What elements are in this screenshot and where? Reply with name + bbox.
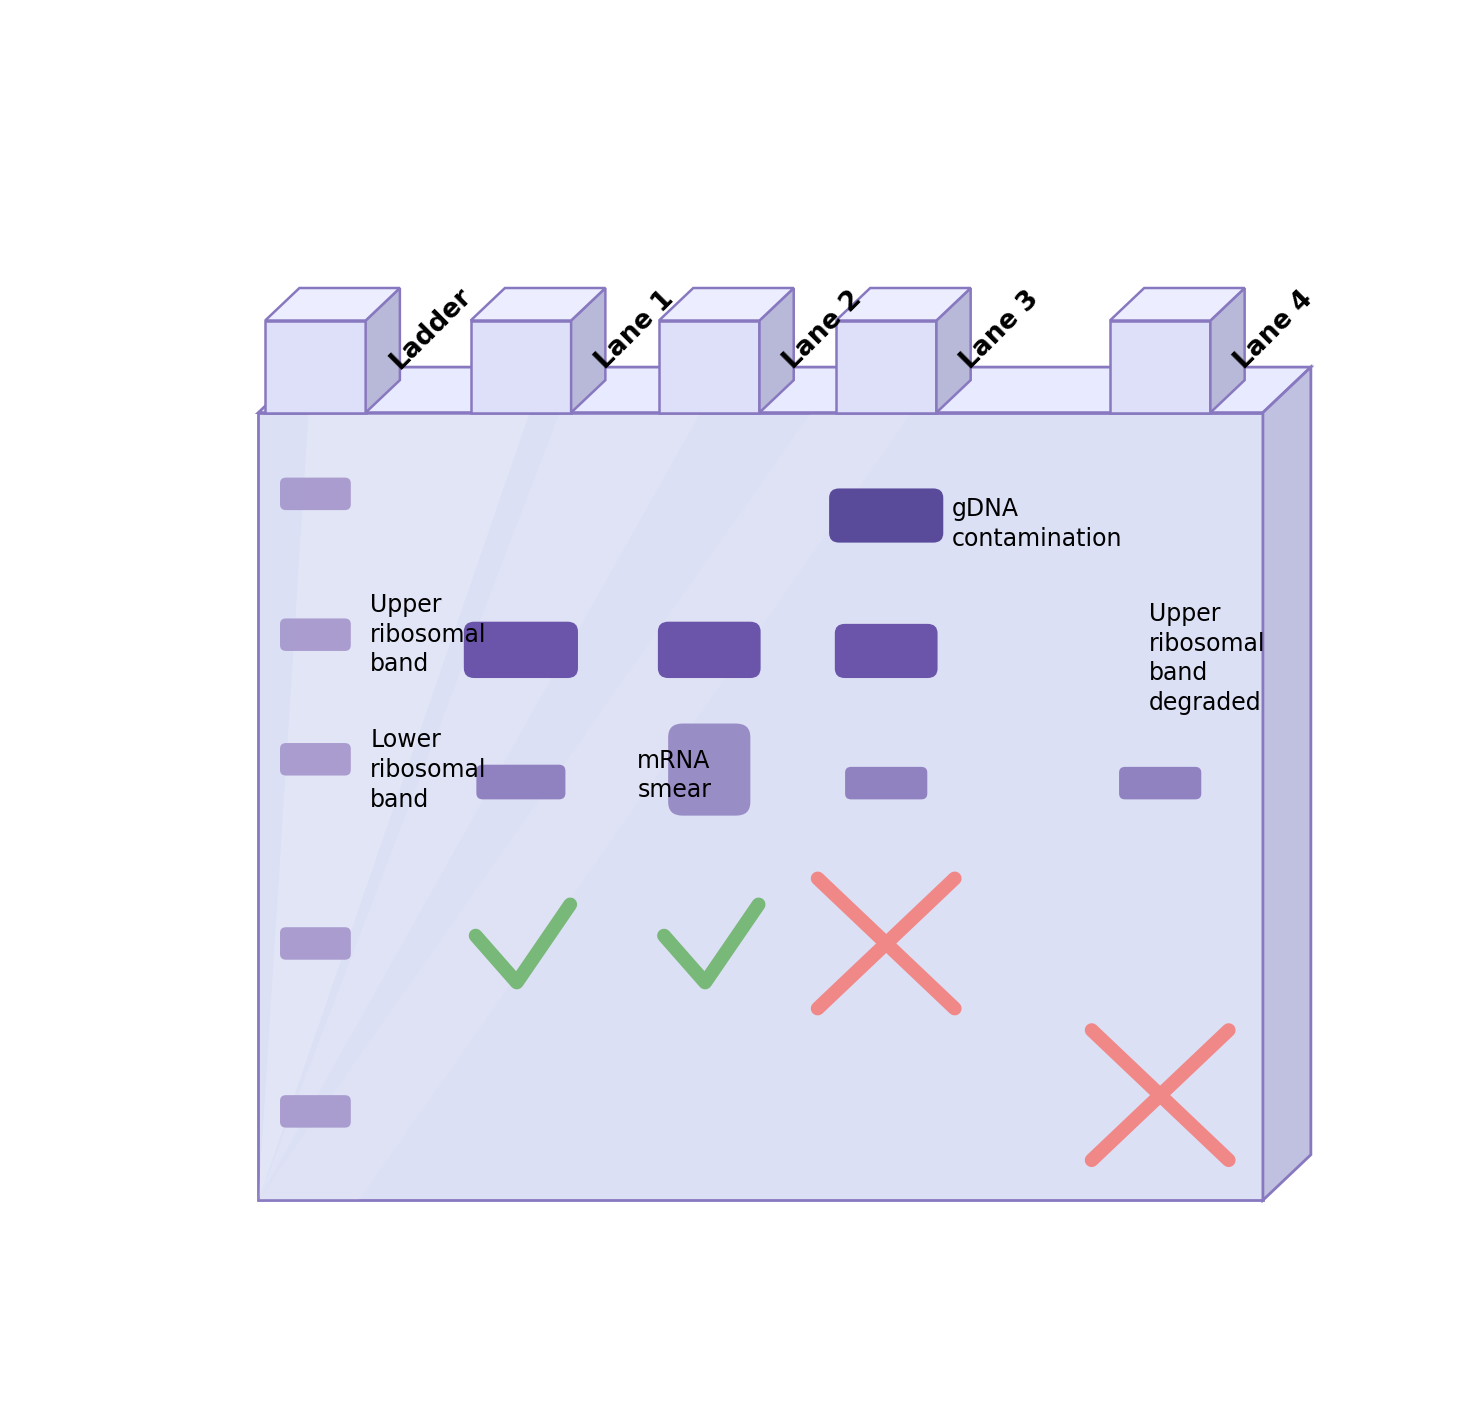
Polygon shape <box>265 288 399 321</box>
FancyBboxPatch shape <box>464 622 577 678</box>
FancyBboxPatch shape <box>829 488 943 543</box>
Text: mRNA
smear: mRNA smear <box>638 749 711 802</box>
Text: Lane 2: Lane 2 <box>779 287 868 374</box>
Bar <box>471 321 572 412</box>
Polygon shape <box>837 288 971 321</box>
FancyBboxPatch shape <box>280 619 351 651</box>
Polygon shape <box>258 412 700 1200</box>
FancyBboxPatch shape <box>476 765 566 799</box>
FancyBboxPatch shape <box>669 723 750 816</box>
Polygon shape <box>365 288 399 412</box>
FancyBboxPatch shape <box>280 743 351 775</box>
Polygon shape <box>258 412 912 1200</box>
Polygon shape <box>658 288 794 321</box>
Bar <box>658 321 760 412</box>
Text: Upper
ribosomal
band: Upper ribosomal band <box>370 592 486 677</box>
Text: Lower
ribosomal
band: Lower ribosomal band <box>370 729 486 812</box>
Polygon shape <box>572 288 605 412</box>
Polygon shape <box>258 412 530 1200</box>
Text: gDNA
contamination: gDNA contamination <box>952 497 1122 552</box>
Bar <box>1111 321 1211 412</box>
Bar <box>258 412 1262 1200</box>
FancyBboxPatch shape <box>280 1095 351 1127</box>
FancyBboxPatch shape <box>846 767 928 799</box>
Text: Lane 4: Lane 4 <box>1230 287 1318 374</box>
Bar <box>837 321 937 412</box>
Polygon shape <box>1111 288 1245 321</box>
FancyBboxPatch shape <box>280 477 351 511</box>
FancyBboxPatch shape <box>280 927 351 960</box>
Text: Lane 3: Lane 3 <box>956 287 1044 374</box>
Polygon shape <box>1211 288 1245 412</box>
Polygon shape <box>1262 367 1311 1200</box>
Polygon shape <box>760 288 794 412</box>
Polygon shape <box>937 288 971 412</box>
Polygon shape <box>258 367 1311 412</box>
FancyBboxPatch shape <box>658 622 760 678</box>
Bar <box>265 321 365 412</box>
FancyBboxPatch shape <box>835 623 937 678</box>
Text: Ladder: Ladder <box>384 283 476 374</box>
Text: Upper
ribosomal
band
degraded: Upper ribosomal band degraded <box>1149 602 1265 715</box>
Text: Lane 1: Lane 1 <box>591 287 679 374</box>
Polygon shape <box>471 288 605 321</box>
FancyBboxPatch shape <box>1119 767 1202 799</box>
